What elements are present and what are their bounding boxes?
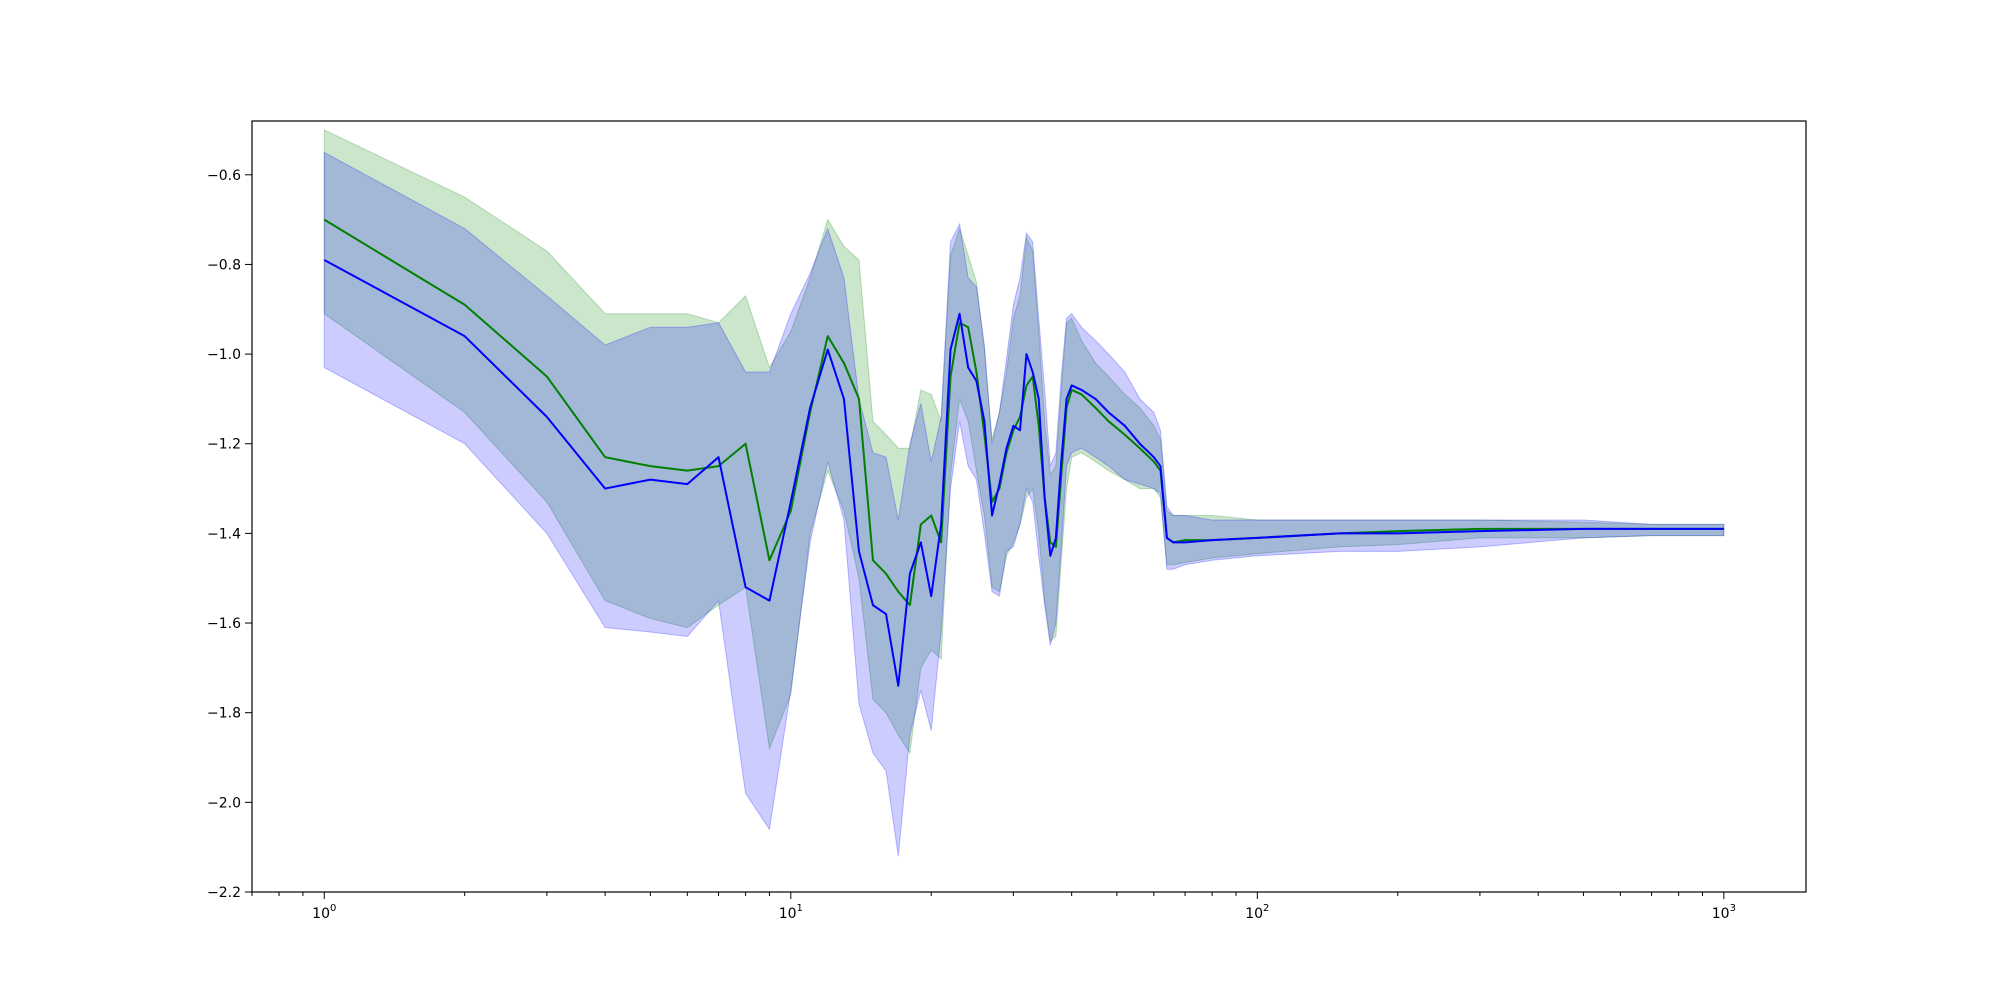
series-2-line: [323, 259, 1724, 687]
y-tick-label: −0.8: [207, 257, 241, 273]
x-tick-label: 100: [312, 903, 336, 922]
series-1-band: [323, 129, 1725, 755]
y-tick-label: −1.0: [207, 347, 241, 363]
x-tick-label: 103: [1712, 903, 1736, 922]
series-2-band: [323, 151, 1725, 857]
x-tick-label: 101: [779, 903, 803, 922]
plot-frame: [251, 120, 1807, 893]
y-tick-label: −0.6: [207, 168, 241, 184]
y-tick-label: −1.2: [207, 437, 241, 453]
x-axis: 100 101 102 103: [251, 892, 1736, 922]
y-tick-label: −1.4: [207, 526, 241, 542]
series-lines: [323, 218, 1724, 687]
x-tick-label: 102: [1245, 903, 1269, 922]
y-tick-label: −1.6: [207, 616, 241, 632]
y-tick-label: −2.0: [207, 795, 241, 811]
y-axis: −0.6 −0.8 −1.0 −1.2 −1.4 −1.6 −1.8 −2.0 −2.2: [207, 168, 252, 901]
y-tick-label: −1.8: [207, 706, 241, 722]
confidence-bands: [323, 129, 1725, 857]
y-tick-label: −2.2: [207, 885, 241, 901]
